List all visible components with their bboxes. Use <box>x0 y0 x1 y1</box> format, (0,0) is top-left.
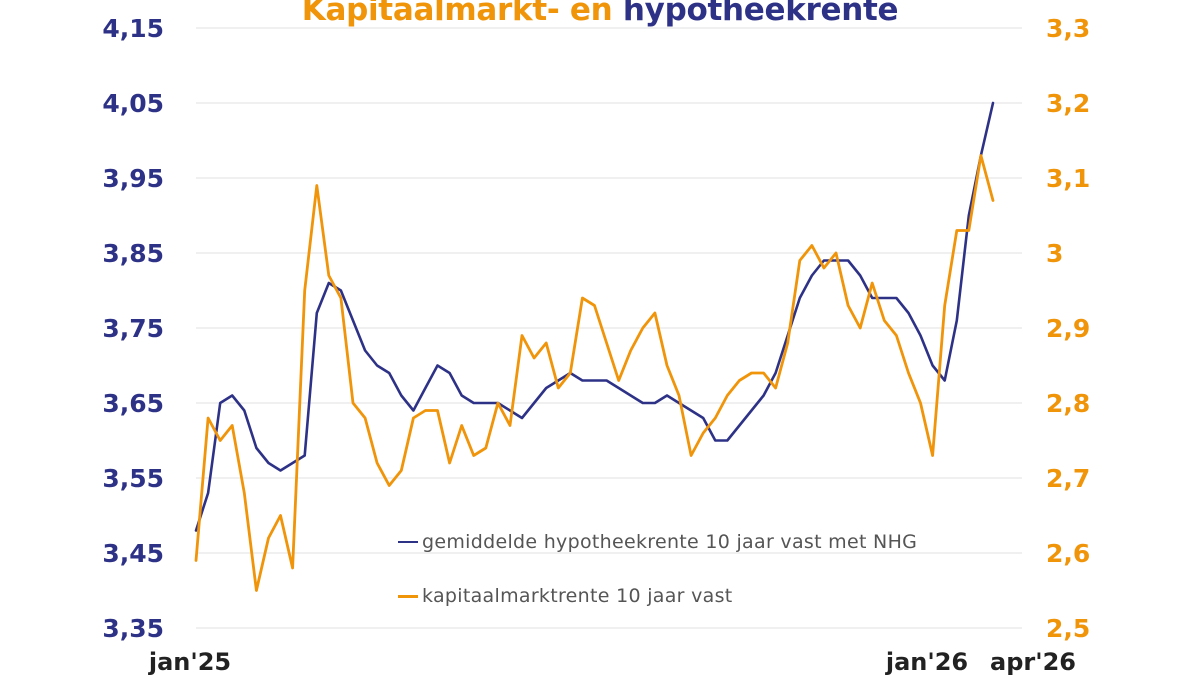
series-line-kapitaalmarktrente <box>194 154 995 592</box>
y-right-tick-label: 3,3 <box>1046 14 1090 43</box>
y-left-tick-label: 3,35 <box>102 614 164 643</box>
y-right-tick-label: 2,7 <box>1046 464 1090 493</box>
y-left-tick-label: 3,45 <box>102 539 164 568</box>
y-left-tick-label: 4,05 <box>102 89 164 118</box>
legend-swatch-kapitaalmarktrente <box>398 594 418 598</box>
y-right-tick-label: 2,8 <box>1046 389 1090 418</box>
y-right-tick-label: 3,1 <box>1046 164 1090 193</box>
y-right-tick-label: 2,5 <box>1046 614 1090 643</box>
series-line-hypotheekrente <box>194 101 995 532</box>
y-left-tick-label: 3,75 <box>102 314 164 343</box>
x-tick-label: apr'26 <box>990 648 1076 675</box>
y-right-tick-label: 3 <box>1046 239 1063 268</box>
legend-item-kapitaalmarktrente: kapitaalmarktrente 10 jaar vast <box>398 569 917 623</box>
y-left-tick-label: 3,95 <box>102 164 164 193</box>
x-tick-label: jan'25 <box>148 648 231 675</box>
y-left-tick-label: 3,85 <box>102 239 164 268</box>
x-tick-label: jan'26 <box>885 648 968 675</box>
legend: gemiddelde hypotheekrente 10 jaar vast m… <box>398 515 917 623</box>
legend-item-hypotheekrente: gemiddelde hypotheekrente 10 jaar vast m… <box>398 515 917 569</box>
legend-label-kapitaalmarktrente: kapitaalmarktrente 10 jaar vast <box>422 585 733 607</box>
y-left-tick-label: 4,15 <box>102 14 164 43</box>
legend-label-hypotheekrente: gemiddelde hypotheekrente 10 jaar vast m… <box>422 531 918 553</box>
y-right-tick-label: 3,2 <box>1046 89 1090 118</box>
y-left-tick-label: 3,55 <box>102 464 164 493</box>
y-left-tick-label: 3,65 <box>102 389 164 418</box>
chart-title-part1: Kapitaalmarkt- en <box>301 0 613 28</box>
chart-title: Kapitaalmarkt- en hypotheekrente <box>0 0 1200 28</box>
legend-swatch-hypotheekrente <box>398 541 418 543</box>
chart-title-part2: hypotheekrente <box>622 0 899 28</box>
y-right-tick-label: 2,9 <box>1046 314 1090 343</box>
y-right-tick-label: 2,6 <box>1046 539 1090 568</box>
